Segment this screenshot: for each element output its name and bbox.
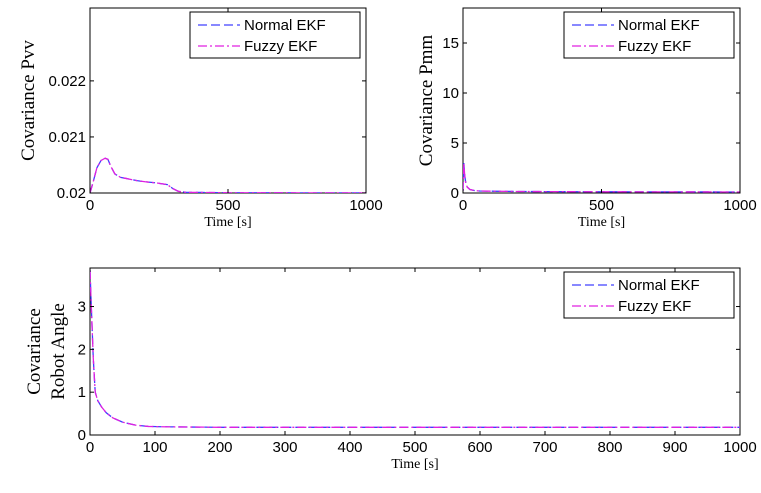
legend-label-fuzzy-ekf: Fuzzy EKF (618, 38, 691, 55)
x-axis-label: Time [s] (578, 215, 625, 230)
series-line-fuzzy-ekf (90, 270, 740, 428)
y-tick-label: 0.021 (48, 129, 86, 146)
x-tick-label: 0 (86, 439, 94, 456)
legend: Normal EKF Fuzzy EKF (563, 11, 735, 59)
x-tick-label: 500 (402, 439, 427, 456)
x-tick-label: 0 (86, 197, 94, 214)
x-tick-label: 900 (662, 439, 687, 456)
y-tick-label: 0 (451, 185, 459, 202)
legend-label-normal-ekf: Normal EKF (618, 277, 700, 294)
x-tick-label: 700 (532, 439, 557, 456)
y-axis-label: Covariance Robot Angle (24, 303, 69, 400)
x-tick-label: 600 (467, 439, 492, 456)
y-tick-label: 5 (451, 135, 459, 152)
y-tick-label: 2 (78, 341, 86, 358)
x-tick-label: 800 (597, 439, 622, 456)
x-axis-label: Time [s] (391, 457, 438, 472)
legend-box (563, 271, 735, 319)
legend: Normal EKF Fuzzy EKF (189, 11, 361, 59)
y-axis-label: Covariance Pmm (416, 35, 437, 167)
chart-angle: 0 100 200 300 400 500 600 700 800 900 1000 0 1 2 3 Time… (24, 267, 757, 472)
legend-box (563, 11, 735, 59)
x-tick-label: 1000 (723, 439, 756, 456)
x-tick-label: 500 (589, 197, 614, 214)
y-axis-label: Covariance Pvv (18, 40, 39, 161)
x-tick-label: 400 (337, 439, 362, 456)
series-line-normal-ekf (463, 162, 740, 193)
x-axis-label: Time [s] (204, 215, 251, 230)
legend-label-normal-ekf: Normal EKF (244, 17, 326, 34)
legend-label-normal-ekf: Normal EKF (618, 17, 700, 34)
chart-pvv: 0 500 1000 0.02 0.021 0.022 Time [s] Covariance… (18, 7, 383, 230)
y-tick-label: 3 (78, 299, 86, 316)
series-line-normal-ekf (90, 157, 366, 193)
y-tick-label: 10 (442, 85, 459, 102)
x-tick-label: 200 (207, 439, 232, 456)
x-tick-label: 1000 (349, 197, 382, 214)
y-tick-label: 0.02 (57, 185, 86, 202)
x-tick-label: 500 (215, 197, 240, 214)
chart-pmm: 0 500 1000 0 5 10 15 Time [s] Covariance Pmm Norm… (416, 7, 757, 230)
y-tick-label: 15 (442, 35, 459, 52)
legend-label-fuzzy-ekf: Fuzzy EKF (618, 298, 691, 315)
y-tick-label: 0.022 (48, 73, 86, 90)
legend-label-fuzzy-ekf: Fuzzy EKF (244, 38, 317, 55)
legend-box (189, 11, 361, 59)
series-line-fuzzy-ekf (463, 162, 740, 193)
x-tick-label: 0 (459, 197, 467, 214)
x-tick-label: 1000 (723, 197, 756, 214)
y-tick-label: 1 (78, 384, 86, 401)
y-tick-label: 0 (78, 427, 86, 444)
x-tick-label: 300 (272, 439, 297, 456)
series-line-fuzzy-ekf (90, 157, 366, 193)
x-tick-label: 100 (142, 439, 167, 456)
legend: Normal EKF Fuzzy EKF (563, 271, 735, 319)
